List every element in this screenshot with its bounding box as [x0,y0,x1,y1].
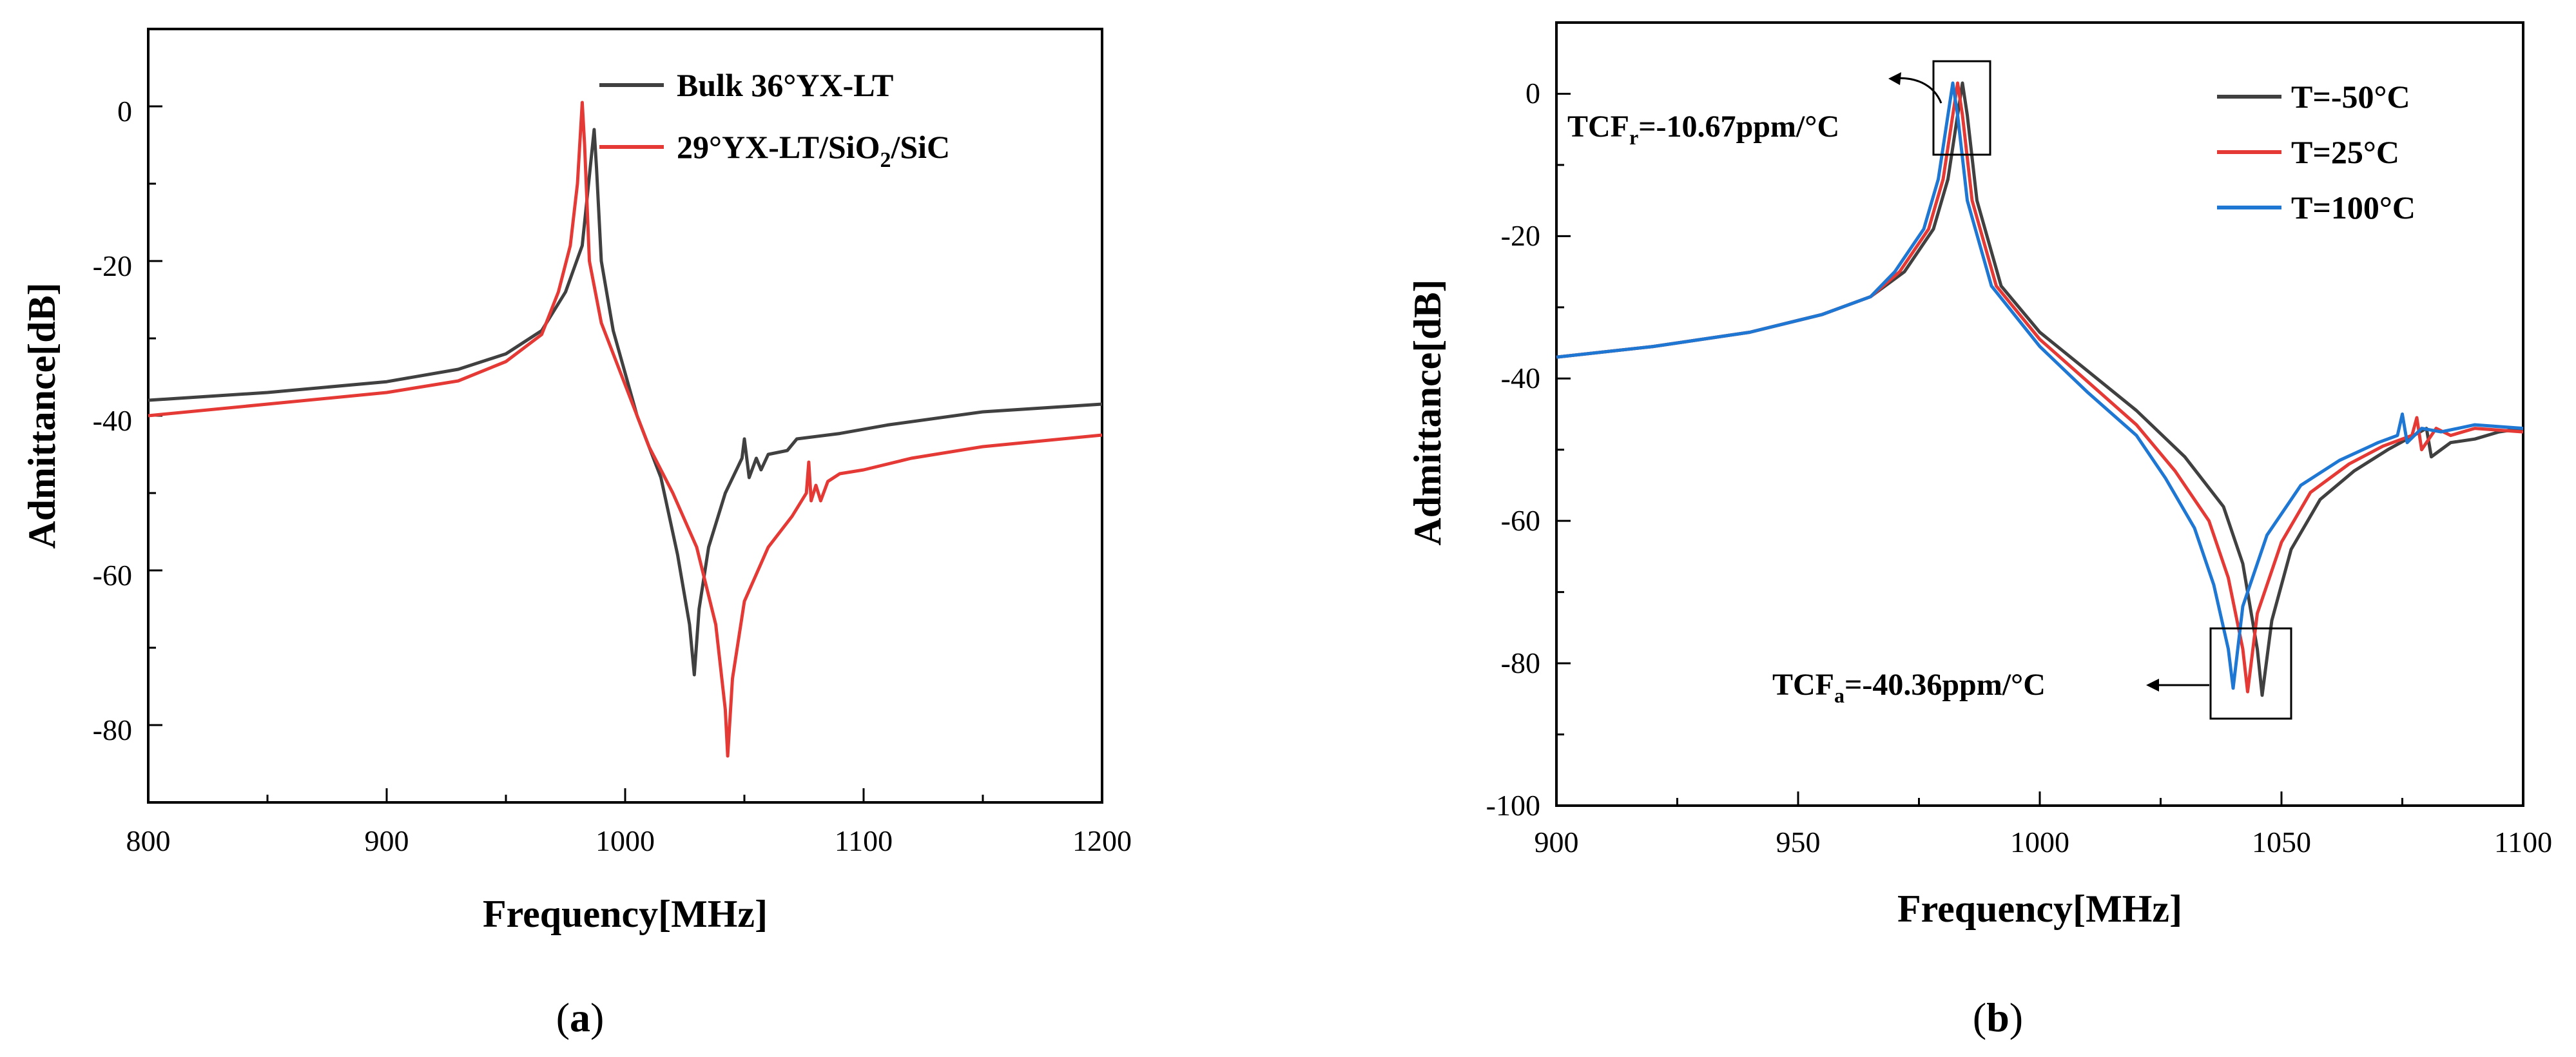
resonance-arrowhead [1888,72,1901,85]
x-tick-label: 900 [1535,826,1579,858]
antiresonance-highlight-box [2209,627,2292,720]
panel-caption-a: (a) [556,994,605,1040]
legend-label-bulk: Bulk 36°YX-LT [677,67,893,103]
y-tick-label: -100 [1486,789,1540,822]
x-tick-label: 800 [126,824,171,857]
x-tick-label: 1100 [2494,826,2552,858]
series-line-1 [1556,81,2524,693]
legend-label-composite: 29°YX-LT/SiO2/SiC [677,129,950,172]
tick-marks-b [1555,92,2524,807]
y-tick-label: -80 [93,713,132,746]
antiresonance-arrowhead [2146,679,2159,692]
y-axis-label-b: Admittance[dB] [1406,279,1449,545]
y-axis-label-a: Admittance[dB] [21,282,63,548]
x-tick-label: 1050 [2252,826,2311,858]
x-tick-label: 1000 [596,824,655,857]
panel-b: 900 950 1000 1050 1100 0 -20 -40 -60 -80… [1406,21,2553,1040]
x-tick-label: 1100 [835,824,893,857]
legend-a: Bulk 36°YX-LT 29°YX-LT/SiO2/SiC [599,67,950,172]
x-axis-label-a: Frequency[MHz] [483,893,768,935]
x-tick-label: 900 [365,824,409,857]
series-line-1 [148,101,1103,758]
tick-marks-a [147,105,1103,802]
legend-label-t-50: T=-50°C [2291,79,2410,115]
y-tick-label: 0 [1525,77,1540,110]
panel-a: 800 900 1000 1100 1200 0 -20 -40 -60 -80… [21,28,1132,1040]
legend-b: T=-50°C T=25°C T=100°C [2217,79,2416,226]
y-tick-label: -20 [93,249,132,282]
series-line-0 [1556,81,2524,697]
series-group-b [1556,81,2524,697]
series-group-a [148,101,1103,758]
y-tick-labels-b: 0 -20 -40 -60 -80 -100 [1486,77,1540,822]
y-tick-label: -40 [1501,362,1540,394]
y-tick-label: -20 [1501,219,1540,252]
tcf-antiresonance-label: TCFa=-40.36ppm/°C [1772,668,2046,707]
x-tick-label: 1000 [2010,826,2069,858]
x-tick-labels-a: 800 900 1000 1100 1200 [126,824,1132,857]
y-tick-label: -40 [93,404,132,437]
tcf-resonance-label: TCFr=-10.67ppm/°C [1567,110,1839,149]
legend-label-t25: T=25°C [2291,134,2399,170]
series-line-2 [1556,81,2524,690]
y-tick-label: -80 [1501,646,1540,679]
resonance-highlight-box [1932,60,1991,156]
y-tick-label: -60 [1501,504,1540,537]
y-tick-label: -60 [93,559,132,592]
y-tick-labels-a: 0 -20 -40 -60 -80 [93,95,132,746]
x-axis-label-b: Frequency[MHz] [1897,887,2182,930]
x-tick-label: 950 [1776,826,1821,858]
x-tick-labels-b: 900 950 1000 1050 1100 [1535,826,2553,858]
legend-label-t100: T=100°C [2291,189,2416,226]
panel-caption-b: (b) [1973,994,2023,1040]
y-tick-label: 0 [117,95,132,128]
x-tick-label: 1200 [1072,824,1132,857]
